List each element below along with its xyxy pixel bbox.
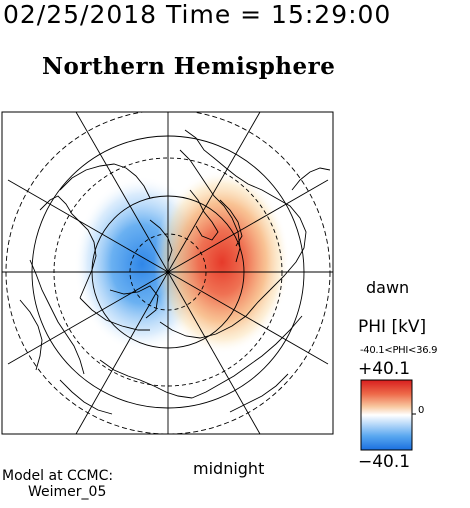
dawn-label: dawn bbox=[366, 278, 410, 297]
model-credit: Model at CCMC: bbox=[2, 468, 114, 484]
datetime-header: 02/25/2018 Time = 15:29:00 bbox=[3, 0, 392, 29]
plot-title: Northern Hemisphere bbox=[42, 53, 336, 80]
positive-potential-cell bbox=[154, 170, 290, 354]
colorbar-label: PHI [kV] bbox=[358, 317, 427, 337]
polar-potential-map bbox=[1, 111, 334, 435]
model-name: Weimer_05 bbox=[28, 484, 107, 500]
map-frame bbox=[1, 111, 334, 435]
colorbar-max-label: +40.1 bbox=[358, 359, 411, 379]
colorbar-zero-label: 0 bbox=[418, 405, 425, 416]
midnight-label: midnight bbox=[193, 459, 265, 478]
colorbar-gradient bbox=[360, 379, 413, 451]
coastlines bbox=[19, 129, 331, 415]
longitude-lines bbox=[2, 112, 333, 434]
colorbar-range: -40.1<PHI<36.9 bbox=[360, 345, 438, 356]
colorbar-min-label: −40.1 bbox=[358, 452, 411, 472]
